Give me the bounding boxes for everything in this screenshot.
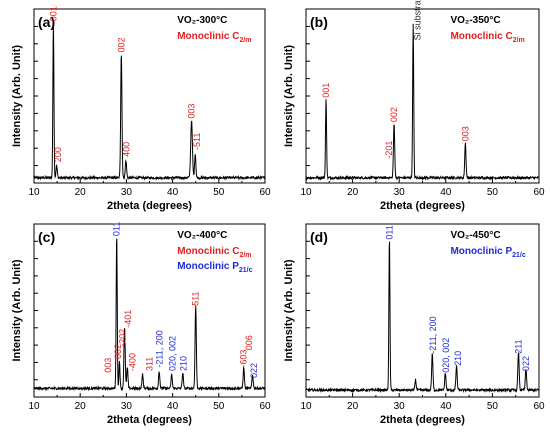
panel-title: VO₂-300°C (177, 15, 227, 26)
peak-label: -211, 200 (155, 330, 165, 367)
x-axis-label: 2theta (degrees) (107, 200, 192, 212)
x-tick-label: 50 (487, 401, 499, 412)
y-axis-label: Intensity (Arb. Unit) (283, 259, 295, 361)
peak-label: 003 (187, 104, 197, 119)
panel-letter: (a) (38, 14, 55, 30)
y-axis-label: Intensity (Arb. Unit) (283, 45, 295, 147)
peak-label: 200 (53, 147, 63, 162)
panel-title: VO₂-450°C (450, 230, 500, 241)
x-tick-label: 40 (167, 401, 179, 412)
xrd-curve (33, 23, 266, 181)
x-tick-label: 20 (347, 401, 359, 412)
peak-label: 311 (145, 357, 155, 371)
phase-label: Monoclinic C2/m (177, 31, 251, 44)
peak-label: -400 (127, 353, 137, 371)
peak-label: 011 (112, 222, 122, 236)
x-tick-label: 50 (213, 401, 225, 412)
peak-label: 003 (103, 358, 113, 373)
x-tick-label: 50 (213, 187, 225, 198)
xrd-curve (305, 241, 540, 394)
peak-label: 002 (113, 344, 123, 359)
x-axis-label: 2theta (degrees) (107, 414, 192, 426)
panel-0: 10 20 30 40 50 60 2theta (degrees) Intensity (A… (11, 6, 271, 212)
phase-label: Monoclinic C2/m (177, 246, 251, 259)
peak-label: 001 (321, 83, 331, 98)
x-axis-label: 2theta (degrees) (380, 414, 465, 426)
phase-label: Monoclinic P21/c (177, 261, 252, 274)
x-tick-label: 20 (75, 187, 87, 198)
x-tick-label: 30 (121, 187, 133, 198)
panel-letter: (b) (310, 14, 328, 30)
peak-label: 001 (48, 6, 58, 21)
y-axis-label: Intensity (Arb. Unit) (11, 45, 23, 147)
panel-letter: (d) (310, 229, 328, 245)
peak-label: 020, 002 (168, 336, 178, 371)
peak-label: 400 (121, 142, 131, 157)
xrd-curve (33, 238, 266, 392)
x-tick-label: 40 (167, 187, 179, 198)
x-tick-label: 60 (259, 187, 271, 198)
peak-label: -202 (118, 329, 128, 347)
peak-label: -201 (384, 141, 394, 159)
peak-label: -603 (239, 350, 249, 368)
x-tick-label: 10 (28, 187, 40, 198)
panel-title: VO₂-350°C (450, 15, 500, 26)
peak-label: 022 (521, 356, 531, 371)
peak-label: 210 (179, 356, 189, 371)
y-axis-label: Intensity (Arb. Unit) (11, 259, 23, 361)
phase-label: Monoclinic C2/m (450, 31, 524, 44)
x-tick-label: 10 (28, 401, 40, 412)
peak-label: -401 (123, 310, 133, 328)
peak-label: 002 (116, 37, 126, 52)
panel-2: 10 20 30 40 50 60 2theta (degrees) Intensity (A… (11, 222, 271, 426)
peak-label: 022 (249, 363, 259, 378)
x-tick-label: 10 (300, 401, 312, 412)
peak-label: -211, 200 (428, 316, 438, 353)
peak-label: 020, 002 (441, 338, 451, 373)
x-tick-label: 40 (440, 401, 452, 412)
x-tick-label: 10 (300, 187, 312, 198)
x-tick-label: 60 (533, 187, 545, 198)
x-axis-label: 2theta (degrees) (380, 200, 465, 212)
panel-1: 10 20 30 40 50 60 2theta (degrees) Intensity (A… (283, 0, 545, 212)
x-tick-label: 60 (533, 401, 545, 412)
peak-label: 011 (384, 225, 394, 239)
peak-label: 006 (244, 335, 254, 350)
xrd-curve (305, 23, 540, 181)
peak-label: 003 (460, 126, 470, 141)
phase-label: Monoclinic P21/c (450, 246, 525, 259)
x-tick-label: 60 (259, 401, 271, 412)
peak-label: Si substrate (412, 0, 422, 40)
peak-label: 002 (389, 107, 399, 122)
peak-label: -511 (192, 133, 202, 150)
peak-label: 210 (453, 351, 463, 366)
x-tick-label: 30 (121, 401, 133, 412)
panel-3: 10 20 30 40 50 60 2theta (degrees) Intensity (A… (283, 223, 545, 426)
x-tick-label: 30 (394, 187, 406, 198)
peak-label: 211 (513, 339, 523, 353)
x-tick-label: 20 (347, 187, 359, 198)
peak-label: -511 (191, 291, 201, 308)
x-tick-label: 20 (75, 401, 87, 412)
x-tick-label: 50 (487, 187, 499, 198)
panel-title: VO₂-400°C (177, 230, 227, 241)
x-tick-label: 40 (440, 187, 452, 198)
x-tick-label: 30 (394, 401, 406, 412)
panel-letter: (c) (38, 229, 55, 245)
